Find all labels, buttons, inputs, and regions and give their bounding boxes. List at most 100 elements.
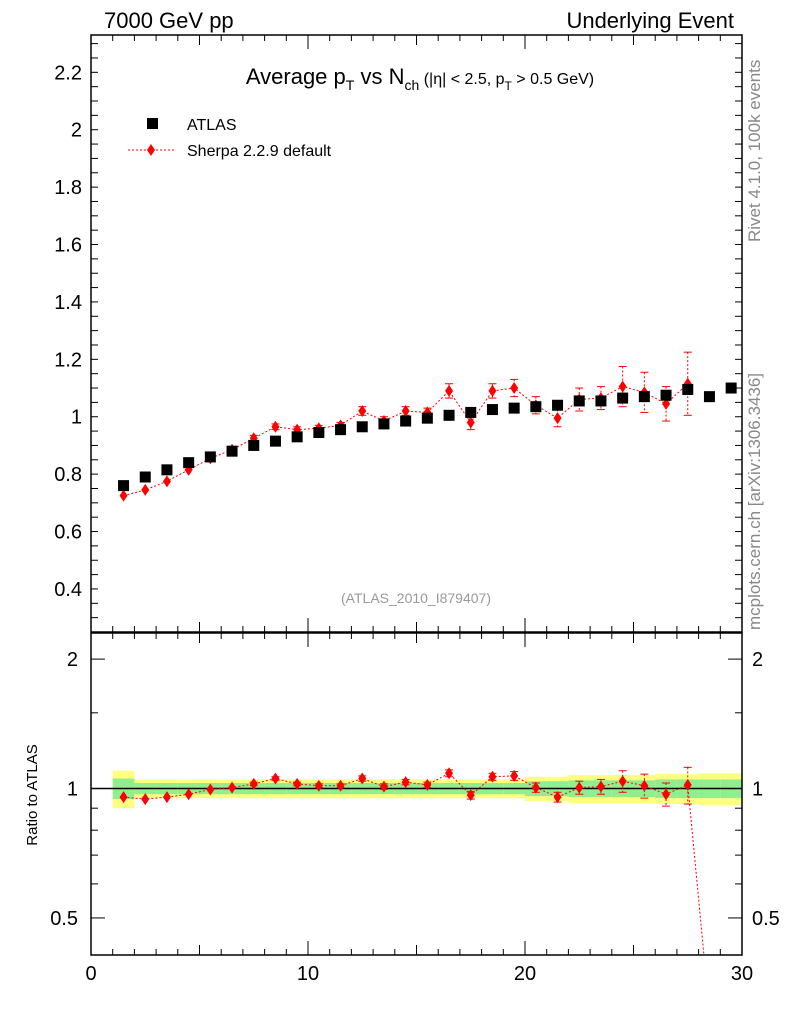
main-y-tick-label: 2: [71, 120, 82, 142]
ratio-sherpa-point: [596, 780, 605, 793]
ratio-y-tick-label-right: 2: [752, 649, 763, 671]
ratio-sherpa-point: [423, 778, 432, 791]
main-y-tick-label: 1.4: [54, 292, 82, 314]
ratio-sherpa-point: [445, 767, 454, 780]
ratio-sherpa-point: [228, 781, 237, 794]
sherpa-point: [618, 380, 627, 393]
atlas-point: [703, 391, 715, 403]
atlas-point: [486, 404, 498, 416]
ratio-y-tick-label-left: 0.5: [50, 908, 78, 930]
ratio-sherpa-point: [184, 788, 193, 801]
ratio-sherpa-point: [293, 777, 302, 790]
main-y-tick-label: 1.2: [54, 349, 82, 371]
atlas-point: [638, 391, 650, 403]
sherpa-point: [141, 483, 150, 496]
sherpa-point: [445, 384, 454, 397]
atlas-point: [682, 383, 694, 395]
sherpa-line: [123, 383, 689, 497]
ratio-sherpa-point: [662, 788, 671, 801]
atlas-point: [725, 382, 737, 394]
ratio-sherpa-point: [162, 791, 171, 804]
atlas-point: [400, 415, 412, 427]
atlas-point: [443, 409, 455, 421]
atlas-point: [139, 471, 151, 483]
x-tick-label: 0: [85, 963, 96, 985]
ratio-sherpa-point: [510, 769, 519, 782]
ratio-sherpa-point: [553, 791, 562, 804]
atlas-point: [421, 412, 433, 424]
ratio-sherpa-point: [531, 781, 540, 794]
ratio-sherpa-point: [575, 781, 584, 794]
sherpa-point: [119, 489, 128, 502]
legend-label-sherpa: Sherpa 2.2.9 default: [187, 143, 332, 160]
ratio-y-tick-label-right: 1: [752, 779, 763, 801]
atlas-point: [161, 464, 173, 476]
atlas-point: [595, 395, 607, 407]
atlas-point: [269, 435, 281, 447]
legend-marker-sherpa: [147, 144, 155, 156]
legend: ATLAS Sherpa 2.2.9 default: [128, 117, 332, 160]
ratio-sherpa-point: [618, 775, 627, 788]
ratio-sherpa-point: [271, 772, 280, 785]
atlas-point: [465, 406, 477, 418]
atlas-point: [508, 402, 520, 414]
ratio-y-tick-label-left: 2: [67, 649, 78, 671]
atlas-point: [617, 392, 629, 404]
atlas-point: [183, 457, 195, 469]
atlas-point: [378, 418, 390, 430]
atlas-point: [530, 401, 542, 413]
sherpa-point: [162, 475, 171, 488]
ratio-sherpa-point: [141, 793, 150, 806]
atlas-point: [118, 480, 130, 492]
chart-watermark: (ATLAS_2010_I879407): [341, 590, 491, 606]
atlas-point: [660, 389, 672, 401]
x-tick-label: 10: [297, 963, 319, 985]
ratio-sherpa-line: [123, 772, 705, 955]
sherpa-point: [466, 416, 475, 429]
ratio-sherpa-point: [466, 789, 475, 802]
ratio-sherpa-point: [119, 791, 128, 804]
ratio-sherpa-point: [488, 770, 497, 783]
atlas-point: [356, 421, 368, 433]
legend-marker-atlas: [147, 118, 158, 129]
x-tick-label: 30: [731, 963, 753, 985]
atlas-point: [291, 431, 303, 443]
atlas-point: [552, 399, 564, 411]
header-right-label: Underlying Event: [566, 8, 734, 33]
main-y-tick-label: 1: [71, 407, 82, 429]
sherpa-point: [510, 382, 519, 395]
ratio-y-tick-label-right: 0.5: [752, 908, 780, 930]
ratio-sherpa-point: [336, 779, 345, 792]
x-tick-label: 20: [514, 963, 536, 985]
ratio-sherpa-point: [705, 1007, 713, 1019]
legend-label-atlas: ATLAS: [187, 117, 237, 134]
chart-title: Average pT vs Nch (|η| < 2.5, pT > 0.5 G…: [246, 64, 594, 93]
ratio-sherpa-point: [640, 779, 649, 792]
atlas-point: [313, 427, 325, 439]
atlas-point: [204, 451, 216, 463]
atlas-point: [248, 439, 260, 451]
ratio-sherpa-point: [314, 779, 323, 792]
ratio-sherpa-point: [206, 783, 215, 796]
ratio-sherpa-point: [358, 772, 367, 785]
main-y-tick-label: 0.4: [54, 579, 82, 601]
sherpa-point: [662, 397, 671, 410]
sherpa-point: [488, 384, 497, 397]
sherpa-point: [358, 404, 367, 417]
ratio-ylabel: Ratio to ATLAS: [24, 744, 41, 845]
ratio-y-tick-label-left: 1: [67, 779, 78, 801]
sherpa-point: [401, 404, 410, 417]
atlas-point: [226, 445, 238, 457]
atlas-point: [335, 424, 347, 436]
sherpa-point: [271, 420, 280, 433]
header-left-label: 7000 GeV pp: [104, 8, 234, 33]
ratio-sherpa-point: [379, 780, 388, 793]
sherpa-point: [553, 412, 562, 425]
ratio-sherpa-point: [683, 778, 692, 791]
main-y-tick-label: 1.8: [54, 177, 82, 199]
atlas-point: [573, 395, 585, 407]
main-y-tick-label: 0.8: [54, 464, 82, 486]
main-y-tick-label: 0.6: [54, 522, 82, 544]
ratio-sherpa-point: [401, 776, 410, 789]
